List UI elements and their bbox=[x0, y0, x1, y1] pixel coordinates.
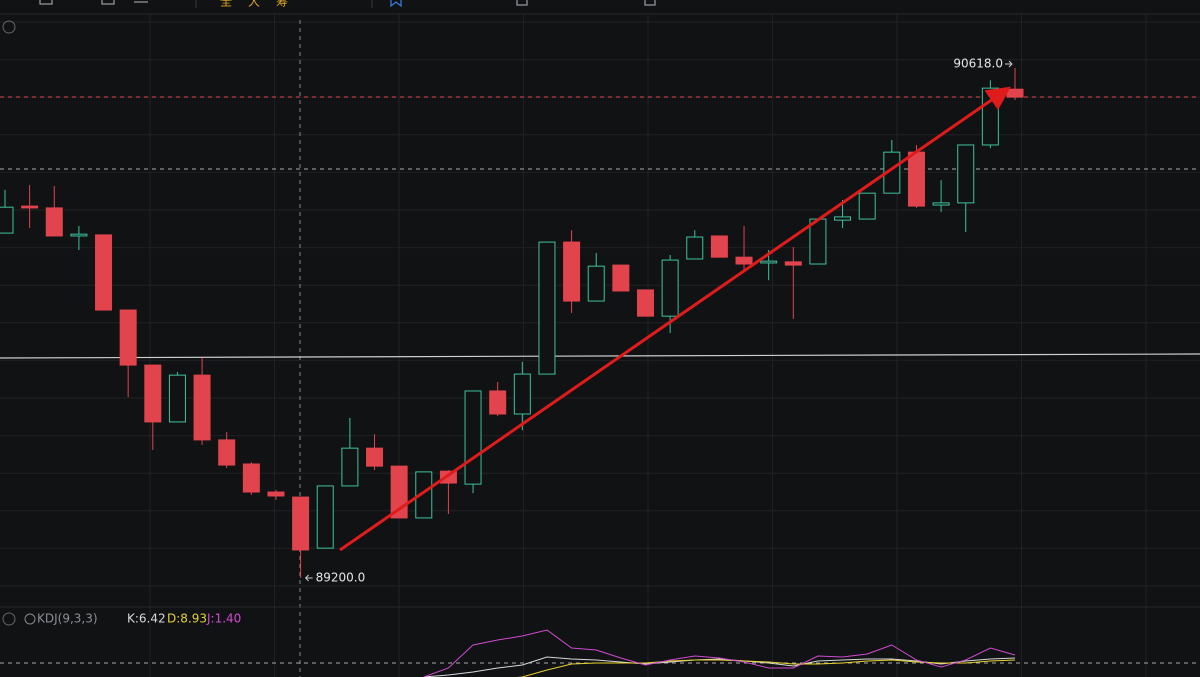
indicator-readout: J:1.40 bbox=[206, 612, 241, 626]
indicator-line bbox=[423, 629, 1016, 677]
tool-icon[interactable] bbox=[390, 0, 402, 8]
candle-body bbox=[218, 439, 236, 466]
drawn-arrow bbox=[339, 86, 1011, 552]
candle-body bbox=[907, 151, 925, 207]
candle-body bbox=[538, 241, 556, 375]
toolbar-label[interactable]: 筹 bbox=[276, 0, 288, 9]
candle-body bbox=[760, 260, 778, 264]
toolbar-label[interactable]: 大 bbox=[248, 0, 260, 9]
candle-body bbox=[70, 233, 88, 237]
toolbar bbox=[39, 0, 656, 8]
candle-body bbox=[612, 264, 630, 292]
candle-body bbox=[95, 234, 113, 311]
candle-body bbox=[809, 218, 827, 265]
extreme-label: 89200.0 bbox=[316, 571, 366, 585]
candle-body bbox=[415, 471, 433, 519]
candle-body bbox=[464, 390, 482, 485]
candle-body bbox=[587, 265, 605, 302]
indicator-line bbox=[423, 656, 1016, 677]
candles bbox=[0, 68, 1024, 578]
candle-body bbox=[267, 491, 285, 497]
indicator-readout: K:6.42 bbox=[127, 612, 166, 626]
candle-body bbox=[0, 206, 14, 234]
candle-body bbox=[957, 144, 975, 204]
alert-icon[interactable] bbox=[24, 613, 36, 625]
indicator-readout: D:8.93 bbox=[167, 612, 207, 626]
candle-body bbox=[119, 309, 137, 366]
drawn-trend-line bbox=[0, 353, 1200, 359]
candle-body bbox=[439, 470, 457, 484]
candle-body bbox=[1006, 88, 1024, 98]
candle-body bbox=[513, 373, 531, 415]
candle-body bbox=[341, 447, 359, 487]
candle-body bbox=[735, 256, 753, 265]
candle-body bbox=[710, 235, 728, 258]
indicator-line bbox=[516, 659, 1016, 677]
tool-icon[interactable] bbox=[101, 0, 115, 5]
tool-icon[interactable] bbox=[644, 0, 656, 6]
candle-body bbox=[168, 374, 186, 423]
candle-body bbox=[858, 192, 876, 220]
candle-body bbox=[316, 485, 334, 549]
candle-body bbox=[932, 202, 950, 206]
toolbar-label[interactable]: 全 bbox=[220, 0, 232, 9]
collapse-button[interactable] bbox=[2, 612, 16, 626]
candle-body bbox=[193, 374, 211, 441]
candle-body bbox=[242, 463, 260, 493]
indicator-name: KDJ(9,3,3) bbox=[37, 612, 98, 626]
candle-body bbox=[21, 205, 39, 209]
candle-body bbox=[144, 364, 162, 423]
candle-body bbox=[489, 390, 507, 415]
extreme-label: 90618.0 bbox=[953, 57, 1003, 71]
indicator-lines bbox=[423, 629, 1016, 677]
candle-body bbox=[292, 496, 310, 551]
candle-body bbox=[784, 261, 802, 266]
tool-icon[interactable] bbox=[39, 0, 53, 5]
candle-body bbox=[366, 447, 384, 467]
candle-body bbox=[834, 216, 852, 221]
extreme-arrow bbox=[304, 574, 313, 582]
candle-body bbox=[636, 289, 654, 317]
tool-icon[interactable] bbox=[516, 0, 528, 6]
extreme-arrow bbox=[1005, 60, 1013, 68]
candle-body bbox=[686, 236, 704, 260]
candle-body bbox=[563, 241, 581, 302]
candle-body bbox=[661, 259, 679, 317]
candle-body bbox=[45, 207, 63, 237]
collapse-button[interactable] bbox=[2, 20, 16, 34]
